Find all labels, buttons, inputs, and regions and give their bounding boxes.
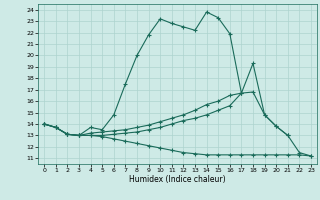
X-axis label: Humidex (Indice chaleur): Humidex (Indice chaleur)	[129, 175, 226, 184]
